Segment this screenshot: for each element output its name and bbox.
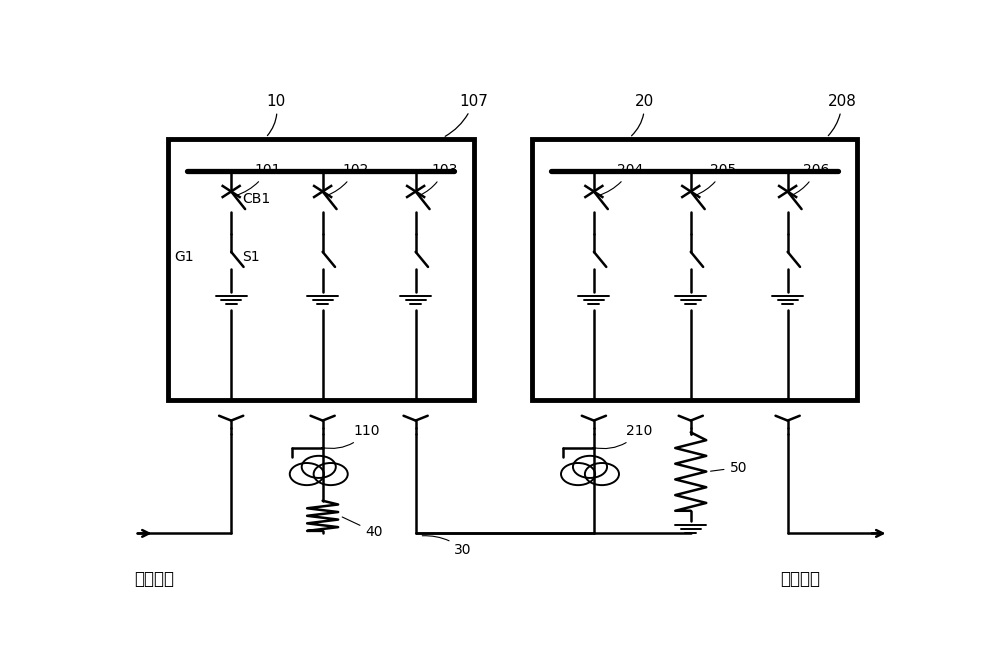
- Text: 20: 20: [632, 93, 654, 136]
- Bar: [532, 138, 857, 400]
- Text: 208: 208: [827, 93, 856, 136]
- Text: 110: 110: [321, 424, 380, 449]
- Text: 206: 206: [792, 163, 830, 195]
- Text: 210: 210: [593, 424, 653, 449]
- Text: 103: 103: [420, 163, 458, 195]
- Text: S1: S1: [242, 250, 260, 264]
- Text: 40: 40: [342, 517, 383, 539]
- Text: CB1: CB1: [242, 192, 270, 206]
- Bar: [168, 138, 474, 400]
- Text: 10: 10: [266, 93, 286, 136]
- Text: 205: 205: [695, 163, 736, 195]
- Text: 系统出线: 系统出线: [780, 569, 820, 588]
- Text: 204: 204: [598, 163, 643, 196]
- Text: 102: 102: [327, 163, 368, 195]
- Text: G1: G1: [174, 250, 193, 264]
- Text: 107: 107: [445, 93, 488, 136]
- Text: 50: 50: [711, 460, 747, 475]
- Text: 101: 101: [235, 163, 281, 196]
- Text: 系统进线: 系统进线: [134, 569, 174, 588]
- Text: 30: 30: [422, 535, 472, 556]
